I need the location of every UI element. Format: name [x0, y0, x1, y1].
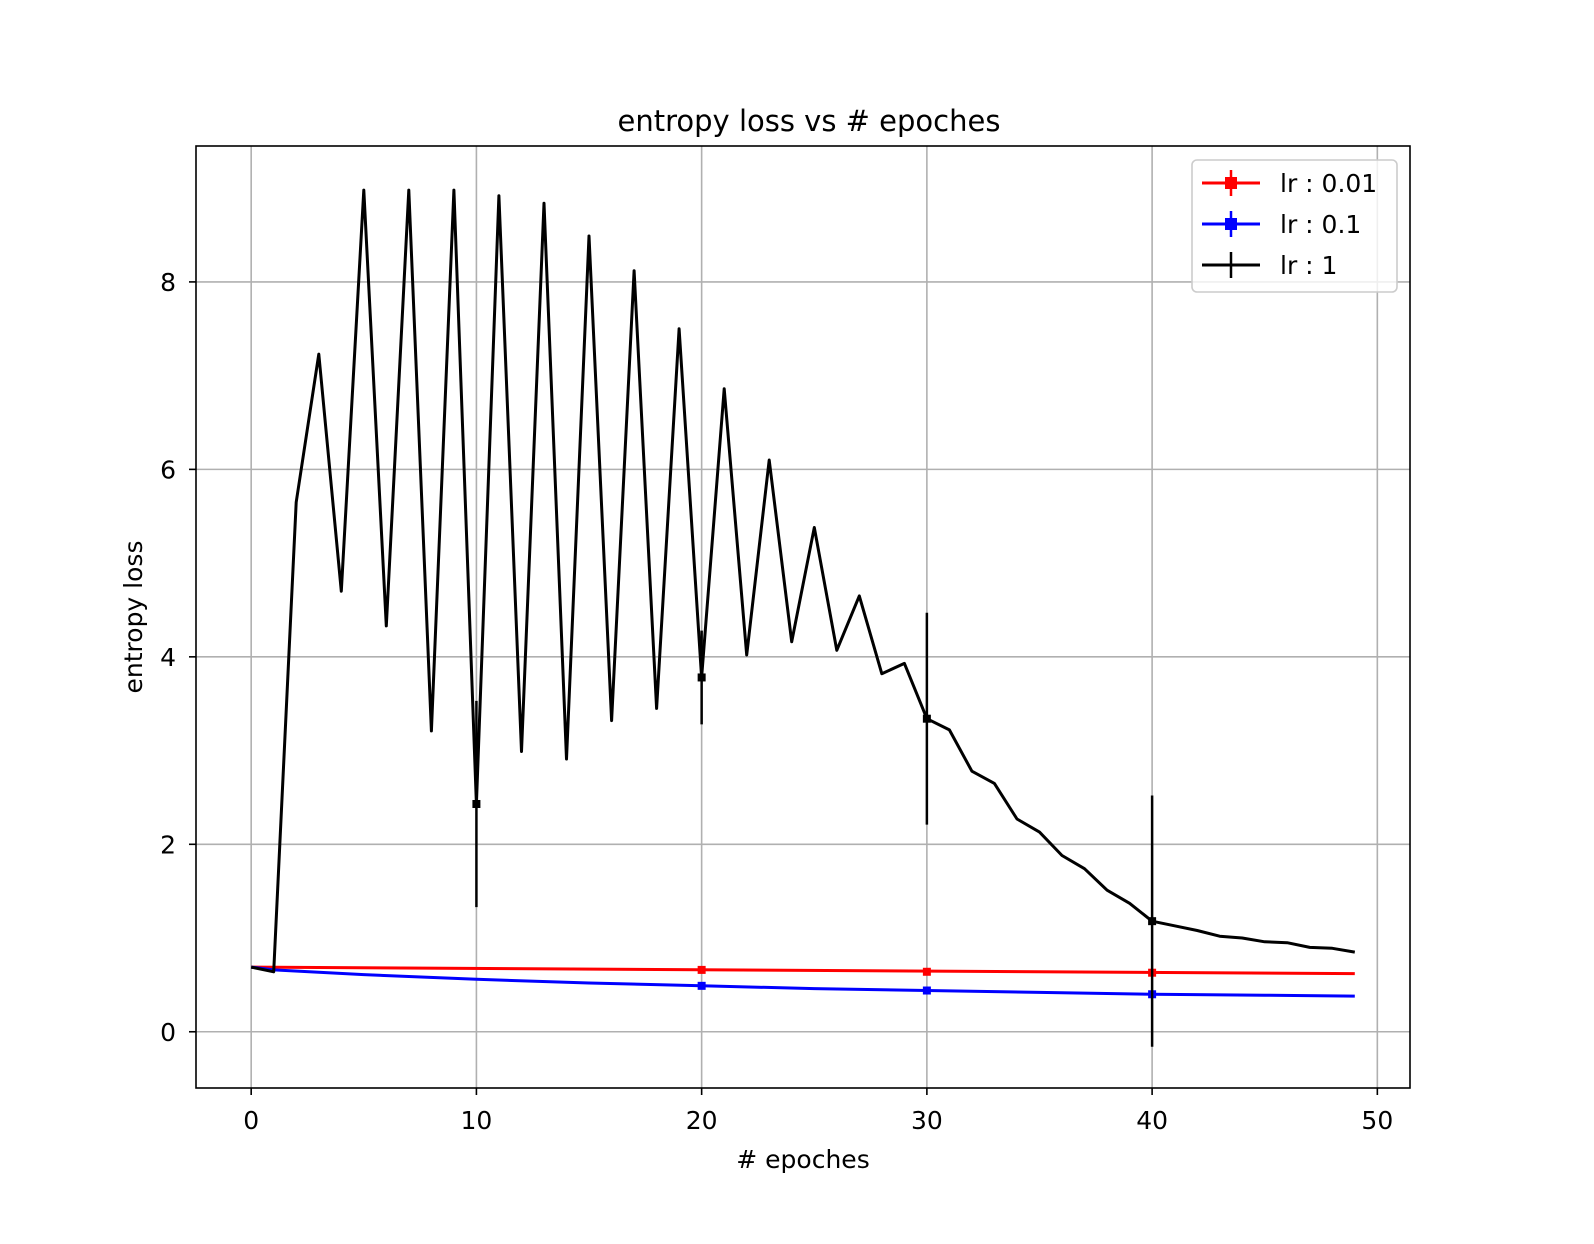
- y-axis-label: entropy loss: [119, 541, 148, 694]
- y-tick-label: 8: [160, 268, 176, 297]
- legend-marker: [1225, 177, 1237, 189]
- error-bar-marker: [697, 965, 706, 974]
- data-series: [250, 188, 1356, 1047]
- y-tick-label: 0: [160, 1018, 176, 1047]
- y-tick-label: 6: [160, 455, 176, 484]
- x-tick-label: 10: [461, 1106, 493, 1135]
- series-line-3: [250, 188, 1356, 974]
- legend-label: lr : 1: [1280, 251, 1337, 280]
- legend: lr : 0.01 lr : 0.1 lr : 1: [1191, 159, 1398, 293]
- x-tick-label: 40: [1136, 1106, 1168, 1135]
- x-tick-label: 30: [911, 1106, 943, 1135]
- x-axis: 0 10 20 30 40 50: [243, 1088, 1393, 1135]
- series-line-2: [251, 965, 1355, 998]
- error-bar-marker: [697, 981, 706, 990]
- legend-label: lr : 0.1: [1280, 210, 1361, 239]
- x-tick-label: 0: [243, 1106, 259, 1135]
- error-bar-marker: [697, 673, 706, 682]
- x-axis-label: # epoches: [736, 1145, 869, 1174]
- error-bar-marker: [472, 799, 481, 808]
- x-tick-label: 50: [1361, 1106, 1393, 1135]
- legend-label: lr : 0.01: [1280, 169, 1377, 198]
- y-axis: 0 2 4 6 8: [160, 268, 196, 1047]
- chart-title: entropy loss vs # epoches: [618, 104, 1001, 138]
- series-line-1: [251, 965, 1355, 976]
- error-bar-marker: [922, 967, 931, 976]
- legend-marker: [1225, 218, 1237, 230]
- error-bar-marker: [922, 986, 931, 995]
- error-bar-marker: [922, 714, 931, 723]
- y-tick-label: 2: [160, 830, 176, 859]
- y-tick-label: 4: [160, 643, 176, 672]
- error-bar-marker: [1148, 917, 1157, 926]
- legend-box: [1191, 159, 1398, 293]
- plot-frame: [195, 145, 1411, 1089]
- x-tick-label: 20: [686, 1106, 718, 1135]
